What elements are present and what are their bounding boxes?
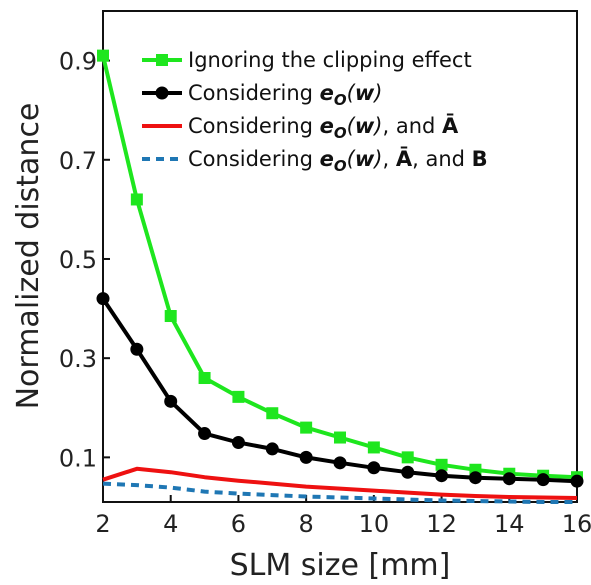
series-2-point [468, 471, 482, 485]
series-1-point [300, 421, 313, 434]
series-2-point [435, 469, 449, 483]
y-tick-label: 0.7 [59, 147, 97, 175]
series-1-point [401, 451, 414, 464]
series-1-point [266, 407, 279, 420]
series-1-point [130, 193, 143, 206]
series-2-point [265, 442, 279, 456]
x-tick-label: 8 [299, 510, 314, 538]
x-tick-label: 10 [359, 510, 390, 538]
series-2-point [96, 292, 110, 306]
series-layer [96, 49, 584, 504]
y-tick-label: 0.9 [59, 48, 97, 76]
y-axis-ticks: 0.1 0.3 0.5 0.7 0.9 [59, 48, 110, 472]
x-tick-label: 14 [494, 510, 525, 538]
series-2-point [333, 456, 347, 470]
series-2-point [367, 461, 381, 475]
series-2-point [299, 450, 313, 464]
series-2-point [401, 465, 415, 479]
x-tick-label: 4 [163, 510, 178, 538]
y-tick-label: 0.5 [59, 246, 97, 274]
series-2-point [164, 394, 178, 408]
legend: Ignoring the clipping effect Considering… [142, 48, 488, 175]
x-axis-ticks: 2 4 6 8 10 12 14 16 [95, 495, 591, 538]
series-2-point [570, 474, 584, 488]
legend-label-considering-eo-a-b: Considering eO(w), Ā, and B [188, 146, 488, 175]
y-tick-label: 0.1 [59, 444, 97, 472]
series-1-line [101, 55, 578, 480]
series-1-point [164, 310, 177, 323]
legend-label-considering-eo: Considering eO(w) [188, 81, 382, 109]
series-4-line [102, 481, 577, 504]
series-2-point [502, 472, 516, 486]
y-tick-label: 0.3 [59, 345, 97, 373]
x-axis-label: SLM size [mm] [230, 548, 451, 583]
legend-marker-circle [155, 86, 169, 100]
series-1-point [435, 458, 448, 471]
series-1-point [367, 441, 380, 454]
x-tick-label: 12 [426, 510, 457, 538]
x-tick-label: 2 [95, 510, 110, 538]
legend-label-ignoring: Ignoring the clipping effect [188, 48, 472, 72]
series-2-point [198, 427, 212, 441]
series-1-point [334, 431, 346, 444]
y-axis-label: Normalized distance [11, 103, 46, 410]
series-3-line [102, 466, 578, 500]
x-tick-label: 6 [231, 510, 246, 538]
legend-label-considering-eo-a: Considering eO(w), and Ā [188, 113, 459, 142]
series-1-point [97, 49, 109, 62]
x-tick-label: 16 [562, 510, 591, 538]
series-1-point [232, 390, 245, 403]
series-2-point [231, 435, 245, 449]
plot-frame [102, 10, 578, 503]
series-2-point [130, 342, 144, 356]
series-1-point [198, 372, 211, 385]
series-2-point [536, 473, 550, 487]
legend-marker-square [156, 54, 168, 66]
